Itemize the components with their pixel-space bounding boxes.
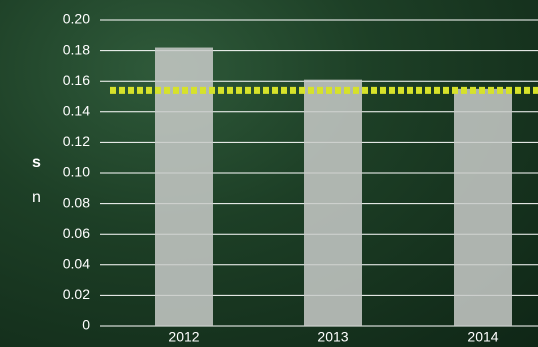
bar [155, 47, 213, 326]
y-tick-label: 0.06 [63, 225, 90, 241]
y-tick-label: 0 [82, 317, 90, 333]
y-tick-label: 0.20 [63, 11, 90, 27]
y-tick-label: 0.16 [63, 72, 90, 88]
bar [304, 79, 362, 326]
y-tick-label: 0.02 [63, 286, 90, 302]
y-tick-label: 0.18 [63, 41, 90, 57]
y-tick-label: 0.08 [63, 194, 90, 210]
x-tick-label: 2012 [168, 329, 199, 345]
x-tick-label: 2013 [317, 329, 348, 345]
y-tick-label: 0.04 [63, 256, 90, 272]
side-text: s [32, 154, 41, 171]
y-tick-label: 0.12 [63, 133, 90, 149]
bar [454, 88, 512, 326]
side-text: n [32, 189, 41, 206]
x-tick-label: 2014 [467, 329, 498, 345]
y-tick-label: 0.10 [63, 164, 90, 180]
y-tick-label: 0.14 [63, 103, 90, 119]
